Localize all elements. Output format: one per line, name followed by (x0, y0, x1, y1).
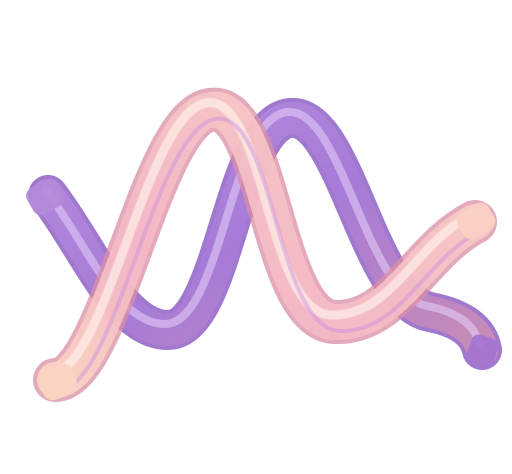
front-ribbon (33, 87, 497, 402)
ribbon-end-caps (26, 178, 499, 401)
